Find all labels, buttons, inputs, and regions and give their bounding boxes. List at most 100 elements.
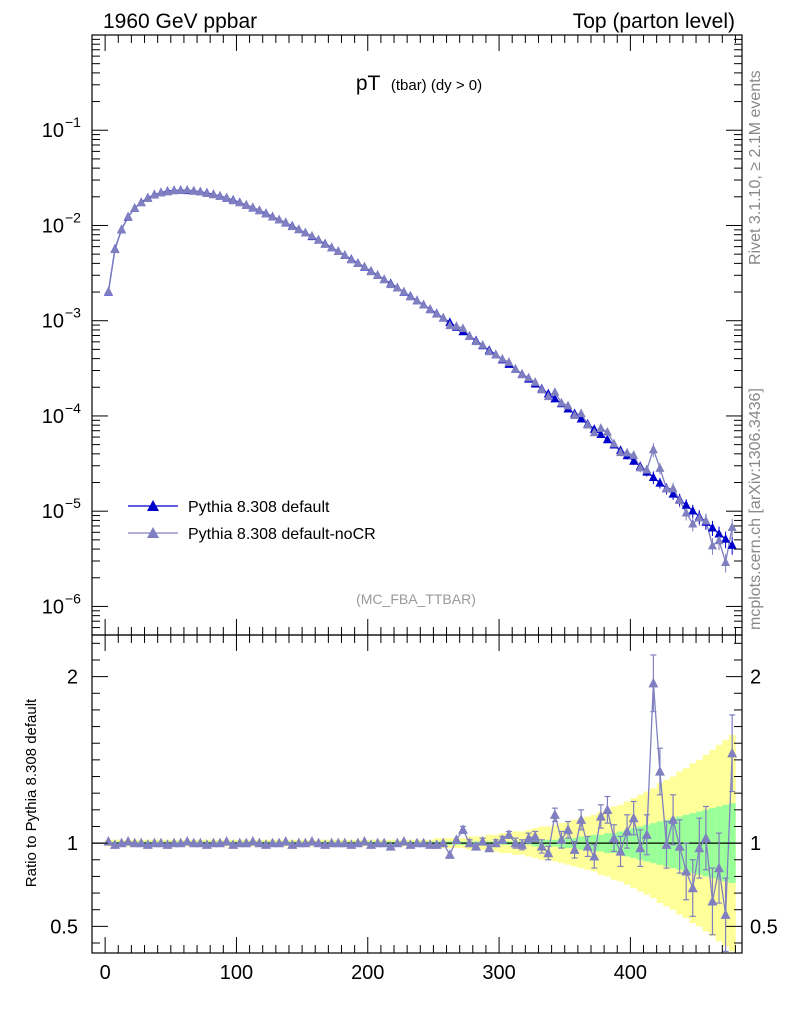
point-nocr [419,299,429,309]
main-y-tick-exponent: −4 [65,400,81,416]
point-default [655,477,665,487]
ratio-y-tick-label-right: 0.5 [750,916,778,938]
point-nocr [530,377,540,386]
ratio-point-nocr [412,837,422,848]
ratio-point-nocr [155,837,166,848]
main-y-tick-label: 10 [42,120,64,142]
rivet-version-label: Rivet 3.1.10, ≥ 2.1M events [747,70,764,265]
point-nocr [287,221,297,231]
point-nocr [169,185,179,195]
point-default [550,393,560,403]
point-nocr [491,349,501,359]
point-default [629,455,639,465]
legend-entry-nocr: Pythia 8.308 default-noCR [128,526,376,543]
point-nocr [648,444,658,454]
ratio-point-nocr [707,895,718,906]
ratio-point-nocr [595,810,606,821]
point-nocr [222,192,232,202]
point-nocr [176,185,186,194]
point-nocr [353,258,363,267]
point-nocr [228,195,238,205]
point-nocr [550,387,560,396]
point-nocr [602,426,612,436]
ratio-point-nocr [234,837,245,848]
header-left-label: 1960 GeV ppbar [103,10,257,33]
header-right-label: Top (parton level) [573,10,735,33]
ratio-point-nocr [313,837,324,848]
main-frame [91,34,743,636]
point-nocr [556,397,566,407]
point-nocr [563,400,573,410]
main-title-main: pT [356,72,381,95]
point-nocr [117,224,127,234]
ratio-point-nocr [458,824,468,834]
point-nocr [254,205,264,215]
point-nocr [248,202,258,211]
main-y-tick-exponent: −3 [65,305,81,321]
point-nocr [688,518,698,528]
main-y-tick-label: 10 [42,406,64,428]
main-y-tick-exponent: −5 [65,495,81,511]
point-nocr [399,286,409,296]
ratio-point-nocr [615,845,626,856]
point-nocr [110,244,120,254]
point-nocr [202,188,212,198]
legend-entry-default: Pythia 8.308 default [128,499,330,516]
ratio-point-nocr [576,814,587,824]
ratio-point-nocr [359,835,370,846]
point-nocr [340,250,350,259]
ratio-point-nocr [247,835,258,846]
ratio-point-nocr [280,835,291,846]
point-nocr [314,234,324,244]
ratio-point-nocr [700,832,711,843]
point-nocr [471,336,481,346]
ratio-point-nocr [136,837,147,848]
point-nocr [524,372,534,382]
point-nocr [451,321,461,330]
ratio-point-nocr [306,835,317,846]
ratio-point-nocr [379,837,390,848]
point-nocr [182,184,192,194]
ratio-point-nocr [484,842,495,853]
point-nocr [668,483,678,493]
main-y-tick-exponent: −2 [65,209,81,225]
main-y-tick-label: 10 [42,311,64,333]
point-nocr [622,447,632,457]
mcplots-credit-label: mcplots.cern.ch [arXiv:1306.3436] [747,388,764,630]
point-default [602,434,612,444]
point-nocr [484,346,494,356]
point-nocr [386,279,396,289]
point-nocr [629,450,639,459]
point-nocr [103,286,113,296]
point-nocr [294,224,304,234]
point-nocr [307,230,317,240]
line-default [107,189,733,546]
point-nocr [215,190,225,200]
ratio-frame [91,634,743,954]
point-nocr [320,239,330,248]
ratio-point-nocr [654,766,665,776]
point-default [727,540,737,549]
ratio-point-nocr [444,849,455,859]
point-nocr [655,463,665,472]
point-default [688,505,698,515]
point-nocr [208,189,218,199]
point-nocr [241,200,251,209]
legend-label-nocr: Pythia 8.308 default-noCR [188,526,376,543]
point-nocr [281,217,291,227]
point-nocr [346,254,356,264]
point-nocr [274,214,284,224]
main-y-tick-exponent: −6 [65,590,81,606]
ratio-point-nocr [123,835,134,846]
ratio-point-nocr [543,847,554,858]
point-nocr [609,438,619,448]
point-default [681,500,691,509]
point-nocr [583,419,593,429]
main-panel: 10−610−510−410−310−210−1 pT (tbar) (dy >… [42,34,743,636]
point-nocr [642,464,652,474]
point-nocr [510,364,520,373]
point-nocr [136,197,146,207]
ratio-point-nocr [471,840,482,851]
ratio-point-nocr [635,842,646,853]
point-nocr [497,353,507,363]
